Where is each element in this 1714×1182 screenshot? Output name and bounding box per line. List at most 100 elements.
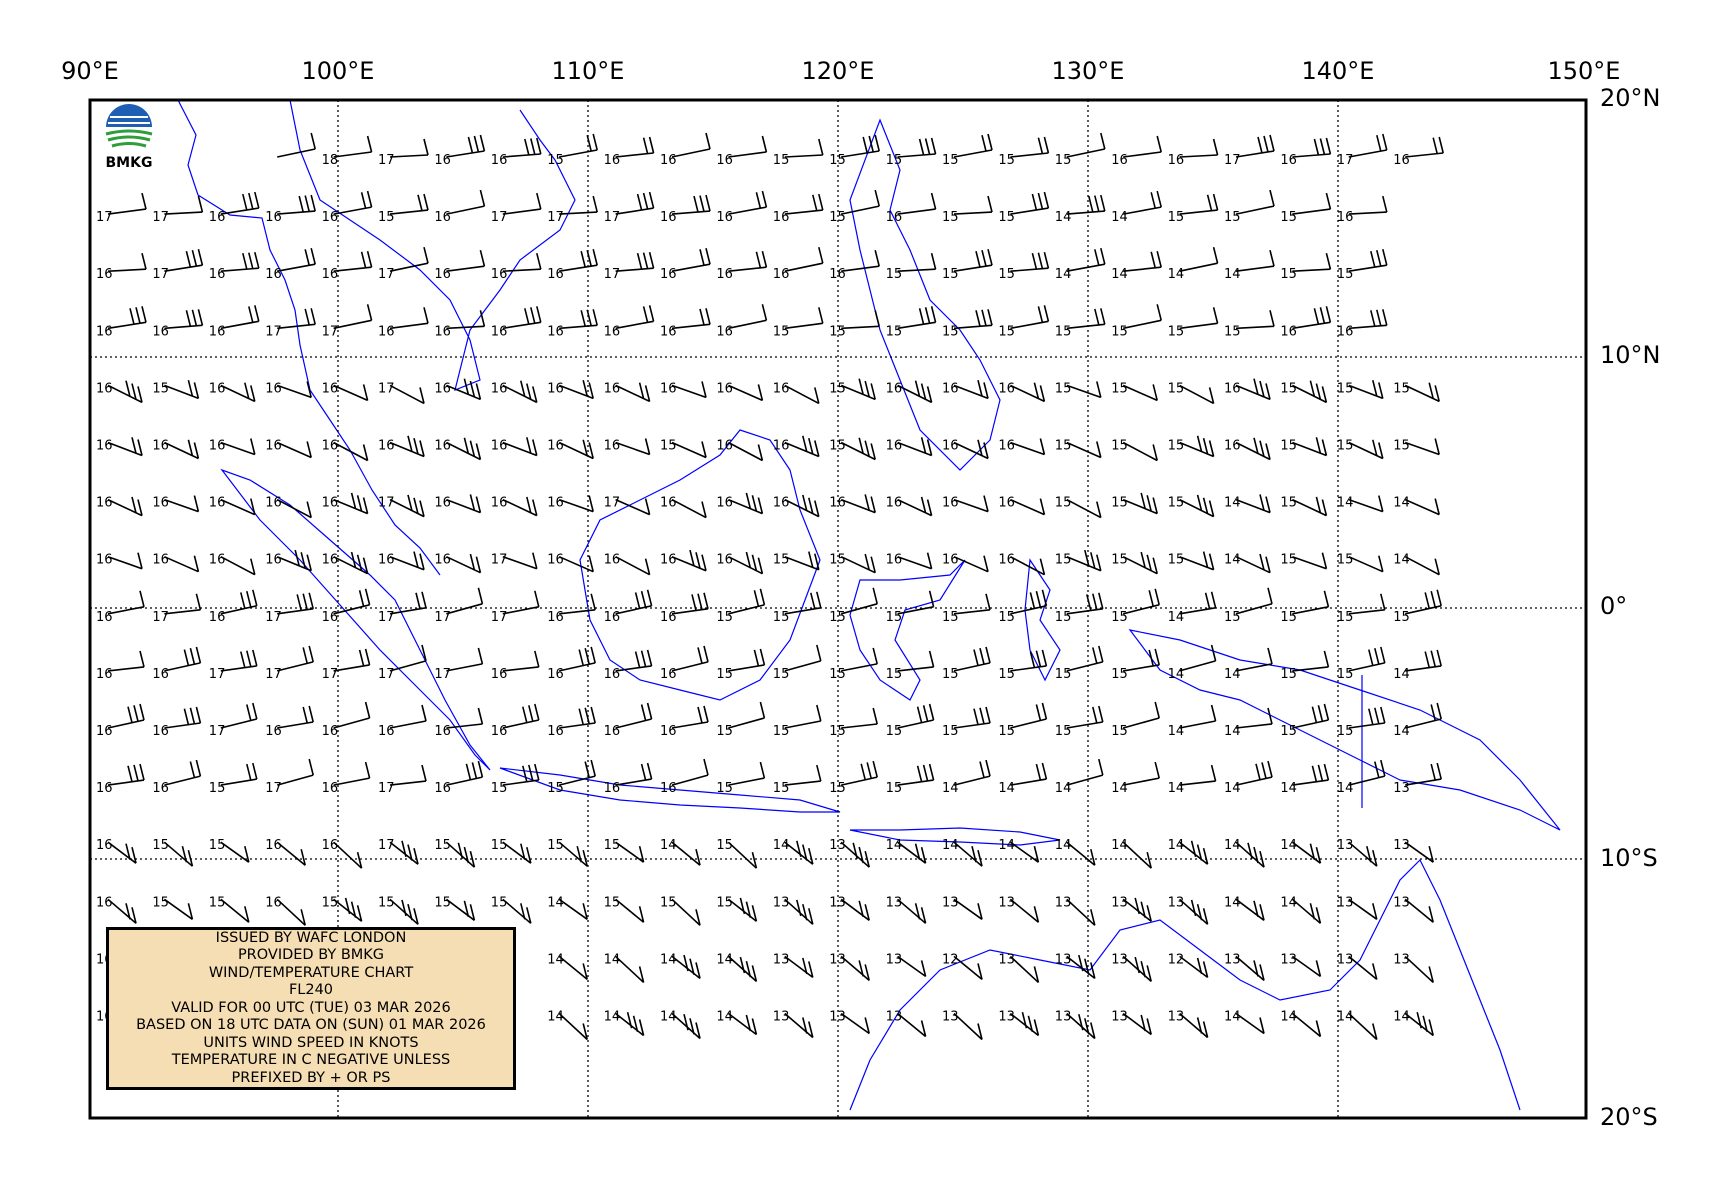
temperature-label: 16 <box>660 267 677 282</box>
wind-barb <box>107 496 143 517</box>
temperature-label: 15 <box>547 838 564 853</box>
temperature-label: 14 <box>773 838 790 853</box>
wind-barb <box>840 378 876 401</box>
temperature-label: 16 <box>716 210 733 225</box>
temperature-label: 16 <box>547 610 564 625</box>
coastline-halmahera <box>1024 558 1061 682</box>
wind-barb <box>727 841 758 869</box>
temperature-label: 14 <box>660 1010 677 1025</box>
temperature-label: 15 <box>1280 610 1297 625</box>
temperature-label: 13 <box>942 1010 959 1025</box>
temperature-label: 15 <box>604 895 621 910</box>
wind-barb <box>1292 650 1330 672</box>
wind-barb <box>164 706 202 729</box>
wind-barb <box>558 1012 588 1041</box>
temperature-label: 15 <box>1393 610 1410 625</box>
temperature-label: 15 <box>942 724 959 739</box>
temperature-label: 15 <box>434 895 451 910</box>
wind-barb <box>953 380 989 400</box>
wind-barb <box>1179 955 1209 979</box>
wind-barb <box>1066 498 1102 519</box>
wind-barb <box>1291 955 1322 978</box>
temperature-label: 15 <box>1280 667 1297 682</box>
temperature-label: 16 <box>209 324 226 339</box>
wind-barb <box>840 955 870 982</box>
wind-barb <box>1235 647 1273 672</box>
wind-barb <box>558 898 588 920</box>
coastline-sulawesi <box>849 559 966 701</box>
temperature-label: 15 <box>998 324 1015 339</box>
temperature-label: 15 <box>378 210 395 225</box>
temperature-label: 16 <box>773 210 790 225</box>
temperature-label: 17 <box>434 610 451 625</box>
temperature-label: 16 <box>660 667 677 682</box>
wind-barb <box>615 136 655 158</box>
wind-barb <box>1066 308 1106 330</box>
wind-barb <box>445 841 476 868</box>
lon-label-150e: 150°E <box>1548 57 1621 85</box>
temperature-label: 16 <box>96 667 113 682</box>
temperature-label: 16 <box>209 381 226 396</box>
wind-barb <box>1010 555 1046 576</box>
wind-barb <box>220 252 260 272</box>
temperature-label: 15 <box>716 667 733 682</box>
wind-barb <box>502 253 542 272</box>
wind-barb <box>164 759 202 786</box>
temperature-label: 16 <box>1337 324 1354 339</box>
temperature-label: 14 <box>998 838 1015 853</box>
wind-barb <box>559 195 598 215</box>
temperature-label: 15 <box>1111 610 1128 625</box>
temperature-label: 15 <box>716 610 733 625</box>
temperature-label: 12 <box>1168 952 1185 967</box>
wind-barb <box>615 955 645 983</box>
wind-barb <box>1010 136 1050 158</box>
wind-barb <box>389 644 427 672</box>
temperature-label: 15 <box>1055 610 1072 625</box>
wind-barb <box>1404 555 1440 576</box>
temperature-label: 16 <box>434 381 451 396</box>
temperature-label: 16 <box>96 724 113 739</box>
temperature-label: 17 <box>152 610 169 625</box>
temperature-label: 16 <box>1280 153 1297 168</box>
temperature-label: 15 <box>716 895 733 910</box>
graticule <box>90 100 1586 1118</box>
temperature-label: 15 <box>1168 553 1185 568</box>
temperature-label: 14 <box>1224 724 1241 739</box>
wind-barb <box>728 384 764 402</box>
wind-barb <box>389 551 425 571</box>
wind-barb <box>671 954 701 980</box>
temperature-label: 13 <box>829 895 846 910</box>
wind-barb <box>615 898 645 923</box>
temperature-label: 17 <box>152 267 169 282</box>
wind-barb <box>1066 441 1102 459</box>
wind-barb <box>1179 494 1215 518</box>
wind-barb <box>164 495 200 513</box>
temperature-label: 16 <box>265 724 282 739</box>
wind-barb <box>784 955 814 979</box>
temperature-label: 13 <box>942 895 959 910</box>
lon-label-110e: 110°E <box>552 57 625 85</box>
wind-barb <box>1010 438 1046 456</box>
temperature-label: 14 <box>1224 496 1241 511</box>
temperature-label: 16 <box>829 267 846 282</box>
temperature-label: 15 <box>547 781 564 796</box>
temperature-label: 15 <box>1280 724 1297 739</box>
wind-barb <box>784 898 814 925</box>
temperature-label: 15 <box>152 381 169 396</box>
wind-barb <box>1291 841 1322 864</box>
wind-barb <box>784 591 822 615</box>
temperature-label: 15 <box>1055 553 1072 568</box>
info-line-chart-type: WIND/TEMPERATURE CHART <box>208 964 414 981</box>
temperature-label: 17 <box>265 324 282 339</box>
temperature-label: 15 <box>829 781 846 796</box>
temperature-label: 16 <box>829 496 846 511</box>
temperature-label: 15 <box>209 781 226 796</box>
temperature-label: 15 <box>942 610 959 625</box>
wind-barb <box>277 248 316 272</box>
temperature-label: 17 <box>322 667 339 682</box>
wind-barb <box>558 439 594 460</box>
temperature-label: 16 <box>1224 439 1241 454</box>
temperature-label: 15 <box>1055 667 1072 682</box>
wind-barb <box>107 253 147 272</box>
temperature-label: 13 <box>829 838 846 853</box>
